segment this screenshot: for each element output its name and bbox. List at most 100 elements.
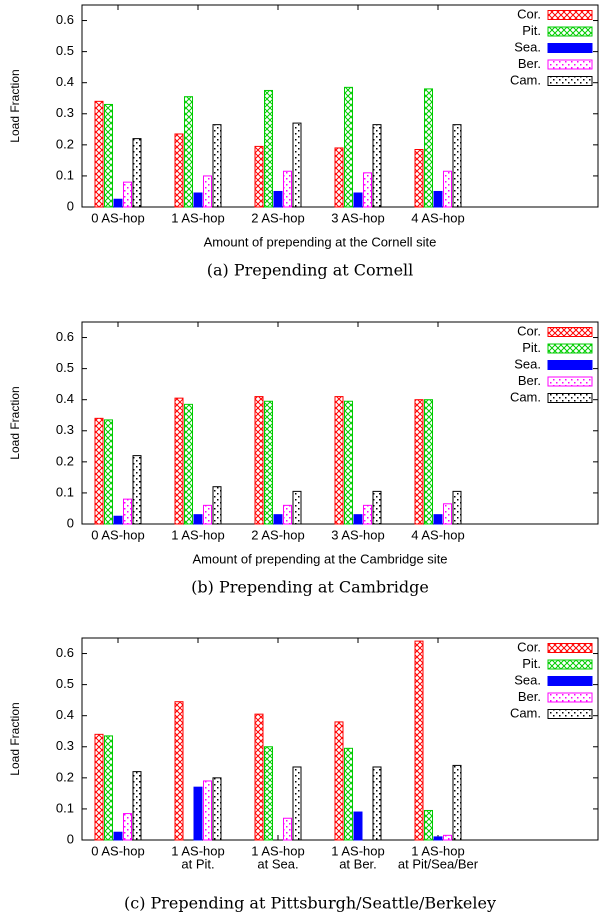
y-tick-label: 0	[67, 515, 74, 530]
bar	[372, 766, 382, 841]
bar	[94, 100, 104, 208]
bar	[123, 813, 132, 841]
bar	[443, 834, 452, 841]
bar	[414, 149, 424, 208]
bar	[353, 811, 363, 841]
legend-swatch	[547, 376, 593, 387]
bar	[212, 124, 222, 208]
bar	[254, 145, 264, 208]
x-tick-label: 1 AS-hop	[251, 843, 305, 858]
x-tick-label: 4 AS-hop	[411, 210, 465, 225]
y-tick-label: 0.2	[56, 453, 74, 468]
bar	[283, 504, 292, 525]
y-tick-label: 0.2	[56, 769, 74, 784]
x-tick-label: 1 AS-hop	[171, 843, 225, 858]
x-tick-label: 3 AS-hop	[331, 527, 385, 542]
legend-swatch	[547, 59, 593, 70]
y-tick-label: 0.1	[56, 800, 74, 815]
legend-label: Cam.	[510, 72, 541, 87]
legend-swatch	[547, 692, 593, 703]
bar	[353, 192, 363, 208]
bar	[424, 809, 433, 841]
bar	[104, 735, 113, 841]
bar	[334, 396, 344, 525]
x-tick-label: at Pit/Sea/Ber	[398, 856, 479, 871]
bar	[344, 747, 353, 841]
bar	[363, 504, 372, 525]
bar	[113, 831, 123, 841]
x-axis-label: Amount of prepending at the Cambridge si…	[192, 551, 447, 566]
bar	[344, 86, 353, 208]
x-tick-label: 1 AS-hop	[171, 527, 225, 542]
legend-swatch	[547, 43, 593, 53]
bar	[203, 780, 212, 841]
legend-swatch	[547, 643, 593, 653]
legend-swatch	[547, 676, 593, 686]
bar	[334, 147, 344, 208]
bar	[104, 103, 113, 208]
bar	[414, 640, 424, 841]
bar	[193, 192, 203, 208]
bar	[452, 124, 462, 208]
x-axis-label: Amount of prepending at the Cornell site	[204, 234, 437, 249]
x-tick-label: 3 AS-hop	[331, 210, 385, 225]
bar	[452, 764, 462, 841]
y-tick-label: 0.5	[56, 676, 74, 691]
y-tick-label: 0	[67, 831, 74, 846]
bar	[174, 701, 184, 841]
x-tick-label: 0 AS-hop	[91, 843, 145, 858]
legend-label: Cam.	[510, 705, 541, 720]
bar	[94, 733, 104, 841]
bar	[292, 766, 302, 841]
bar	[433, 836, 443, 841]
bar	[443, 170, 452, 208]
y-tick-label: 0.6	[56, 12, 74, 27]
legend-label: Sea.	[514, 39, 541, 54]
bar	[264, 400, 273, 525]
bar	[203, 504, 212, 525]
y-tick-label: 0.3	[56, 422, 74, 437]
bar	[414, 399, 424, 525]
bar	[372, 490, 382, 525]
legend-label: Cam.	[510, 389, 541, 404]
y-axis-label: Load Fraction	[8, 69, 22, 142]
y-axis-label: Load Fraction	[8, 702, 22, 775]
x-tick-label: 1 AS-hop	[331, 843, 385, 858]
y-tick-label: 0.4	[56, 707, 74, 722]
bar	[264, 89, 273, 208]
bar	[363, 172, 372, 208]
bar	[264, 746, 273, 841]
y-tick-label: 0.5	[56, 360, 74, 375]
bar	[254, 396, 264, 525]
x-tick-label: 1 AS-hop	[171, 210, 225, 225]
bar	[174, 133, 184, 208]
x-tick-label: 2 AS-hop	[251, 527, 305, 542]
x-tick-label: at Sea.	[257, 856, 298, 871]
y-tick-label: 0.3	[56, 105, 74, 120]
legend-swatch	[547, 393, 593, 403]
bar	[184, 96, 193, 208]
x-tick-label: 0 AS-hop	[91, 210, 145, 225]
legend-label: Pit.	[522, 340, 541, 355]
legend-swatch	[547, 10, 593, 20]
bar	[344, 400, 353, 525]
caption: (b) Prepending at Cambridge	[191, 578, 429, 597]
x-tick-label: 1 AS-hop	[411, 843, 465, 858]
x-tick-label: 4 AS-hop	[411, 527, 465, 542]
bar	[104, 419, 113, 525]
caption: (c) Prepending at Pittsburgh/Seattle/Ber…	[124, 894, 496, 913]
legend-label: Sea.	[514, 672, 541, 687]
x-tick-label: 0 AS-hop	[91, 527, 145, 542]
bar	[254, 713, 264, 841]
bar	[193, 514, 203, 525]
bar	[203, 175, 212, 208]
bar	[273, 190, 283, 208]
bar	[123, 498, 132, 525]
bar	[433, 514, 443, 525]
y-axis-label: Load Fraction	[8, 386, 22, 459]
legend-swatch	[547, 709, 593, 719]
bar	[113, 198, 123, 208]
bar	[372, 124, 382, 208]
bar	[212, 777, 222, 841]
